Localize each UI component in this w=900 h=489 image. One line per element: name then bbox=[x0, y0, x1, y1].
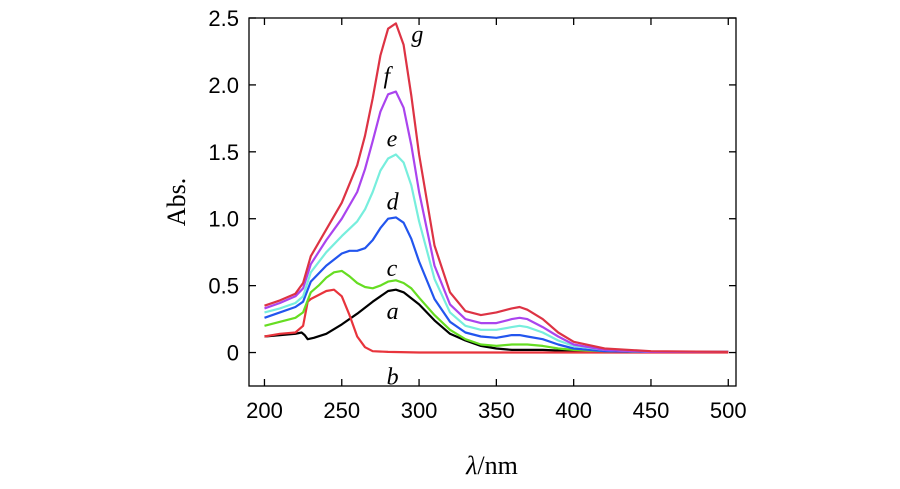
x-axis-title: λ/nm bbox=[465, 451, 518, 480]
series-line-a bbox=[264, 288, 729, 353]
plot-frame bbox=[248, 17, 737, 387]
series-label-f: f bbox=[384, 64, 394, 90]
series-label-c: c bbox=[387, 256, 398, 282]
axis-ticks bbox=[249, 17, 736, 386]
x-tick-label: 400 bbox=[555, 398, 592, 423]
y-tick-labels: 0 0.5 1.0 1.5 2.0 2.5 bbox=[208, 6, 239, 366]
y-tick-label: 2.5 bbox=[208, 6, 239, 31]
x-tick-label: 350 bbox=[478, 398, 515, 423]
series-line-f bbox=[264, 90, 729, 353]
x-tick-label: 300 bbox=[401, 398, 438, 423]
y-tick-label: 0.5 bbox=[208, 274, 239, 299]
series-label-a: a bbox=[387, 299, 399, 325]
y-tick-label: 0 bbox=[227, 341, 239, 366]
series-label-g: g bbox=[411, 22, 423, 48]
x-tick-label: 500 bbox=[710, 398, 747, 423]
series-label-b: b bbox=[387, 365, 399, 391]
series-line-g bbox=[264, 22, 729, 353]
series-label-e: e bbox=[387, 126, 398, 152]
series-line-e bbox=[264, 153, 729, 353]
series-label-d: d bbox=[387, 189, 400, 215]
x-axis-symbol: λ bbox=[465, 451, 477, 480]
y-tick-label: 2.0 bbox=[208, 73, 239, 98]
y-axis-title: Abs. bbox=[162, 178, 191, 226]
series-labels: a b c d e fg bbox=[384, 22, 424, 391]
y-tick-label: 1.5 bbox=[208, 140, 239, 165]
series-line-c bbox=[264, 269, 729, 353]
series-line-d bbox=[264, 216, 729, 353]
x-tick-labels: 200 250 300 350 400 450 500 bbox=[246, 398, 747, 423]
x-axis-unit: /nm bbox=[477, 451, 517, 480]
x-tick-label: 250 bbox=[323, 398, 360, 423]
x-tick-label: 450 bbox=[633, 398, 670, 423]
series-line-b bbox=[264, 288, 729, 354]
series-lines bbox=[264, 22, 729, 354]
y-tick-label: 1.0 bbox=[208, 207, 239, 232]
x-tick-label: 200 bbox=[246, 398, 283, 423]
